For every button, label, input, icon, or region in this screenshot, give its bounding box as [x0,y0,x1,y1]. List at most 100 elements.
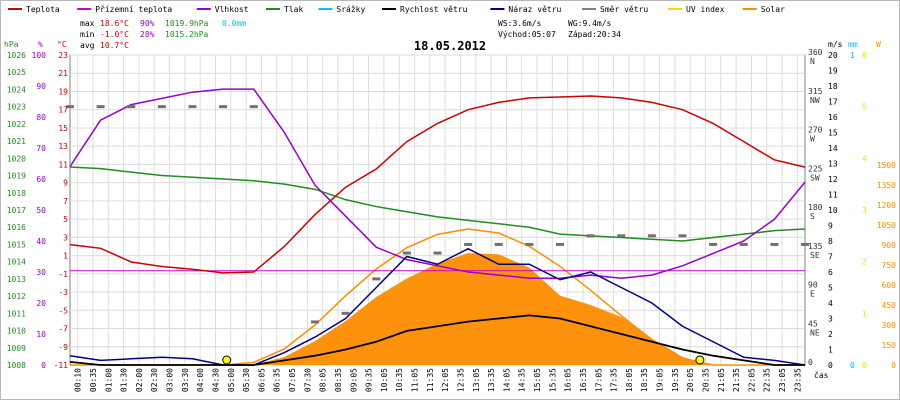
tick-pct-10: 0 [41,361,46,370]
tick-time-9: 04:30 [211,368,220,392]
tick-hpa-10: 1016 [7,223,26,232]
legend: Teplota Přízemní teplota Vlhkost Tlak Srážky… [8,5,785,14]
tick-dir-name-7: NE [810,328,820,337]
axis-w-label: W [876,40,881,49]
tick-temp-10: 3 [63,233,68,242]
tick-temp-14: -5 [58,306,68,315]
tick-ms-4: 16 [828,113,838,122]
tick-hpa-11: 1015 [7,240,26,249]
series-solar-area [70,253,805,365]
tick-time-32: 16:05 [564,368,573,392]
tick-mm-0: 1 [850,51,855,60]
tick-pct-7: 30 [36,268,46,277]
series-group [66,88,809,366]
tick-hpa-7: 1019 [7,172,26,181]
series-smer-mark-22 [739,242,748,246]
series-teplota-line [69,95,806,274]
tick-temp-2: 19 [58,87,68,96]
tick-temp-12: -1 [58,270,68,279]
series-smer-mark-16 [556,242,564,246]
series-smer-mark-9 [341,311,350,315]
series-smer-mark-21 [709,242,718,246]
series-smer-mark-6 [249,105,258,109]
tick-ms-11: 9 [828,222,833,231]
series-smer-mark-19 [647,234,656,238]
tick-pct-2: 80 [36,113,46,122]
tick-ms-3: 17 [828,98,838,107]
series-smer-mark-3 [157,105,166,109]
tick-time-19: 09:35 [365,368,374,392]
tick-hpa-1: 1025 [7,68,26,77]
tick-w-1: 1350 [877,181,896,190]
tick-time-38: 19:05 [656,368,665,392]
tick-time-42: 21:05 [717,368,726,392]
legend-label-1: Přízemní teplota [95,5,172,14]
legend-label-5: Rychlost větru [400,5,468,14]
tick-time-13: 06:35 [273,368,282,392]
right-axes: 360N315NW270W225SW180S135SE90E45NE020191… [808,48,896,370]
tick-w-10: 0 [891,361,896,370]
tick-time-41: 20:35 [701,368,710,392]
tick-time-40: 20:05 [686,368,695,392]
tick-ms-12: 8 [828,237,833,246]
tick-hpa-5: 1021 [7,137,26,146]
tick-time-4: 02:00 [135,368,144,392]
tick-dir-deg-3: 225 [808,164,823,173]
tick-time-36: 18:05 [625,368,634,392]
stat-sunset: Západ:20:34 [568,30,621,39]
series-smer-mark-13 [464,242,473,246]
tick-ms-13: 7 [828,253,833,262]
tick-dir-deg-4: 180 [808,203,823,212]
axis-pct-label: % [38,40,43,49]
tick-ms-9: 11 [828,191,838,200]
legend-label-9: Solar [761,5,785,14]
series-naraz-line [69,247,806,366]
legend-label-6: Náraz větru [508,5,561,14]
tick-hpa-8: 1018 [7,189,26,198]
tick-dir-name-4: S [810,212,815,221]
series-smer-mark-10 [372,277,381,281]
legend-label-4: Srážky [336,5,365,14]
tick-dir-deg-2: 270 [808,126,823,135]
chart-title: 18.05.2012 [414,39,486,53]
tick-time-26: 13:05 [472,368,481,392]
tick-ms-7: 13 [828,160,838,169]
stat-ws: WS:3.6m/s [498,19,542,28]
tick-time-5: 02:30 [150,368,159,392]
tick-time-0: 00:10 [74,368,83,392]
tick-time-23: 11:35 [426,368,435,392]
tick-time-6: 03:00 [166,368,175,392]
series-smer-mark-4 [188,105,197,109]
tick-uv-6: 0 [862,361,867,370]
tick-w-5: 750 [882,261,897,270]
tick-ms-17: 3 [828,315,833,324]
tick-time-47: 23:35 [793,368,802,392]
tick-uv-1: 5 [862,103,867,112]
tick-temp-5: 13 [58,142,68,151]
tick-dir-deg-6: 90 [808,281,818,290]
tick-uv-2: 4 [862,154,867,163]
tick-dir-name-2: W [810,135,815,144]
tick-pct-4: 60 [36,175,46,184]
tick-ms-8: 12 [828,175,838,184]
axis-mm-label: mm [848,40,858,49]
tick-time-14: 07:05 [288,368,297,392]
stats-block: max 18.6°C 90% 1019.9hPa 0.0mm min -1.0°… [80,19,621,50]
tick-time-16: 08:05 [319,368,328,392]
left-axes: 1026102510241023102210211020101910181017… [7,51,68,370]
tick-hpa-16: 1010 [7,327,26,336]
tick-temp-9: 5 [63,215,68,224]
tick-uv-0: 6 [862,51,867,60]
stat-sunrise: Východ:05:07 [498,30,556,39]
tick-time-11: 05:30 [242,368,251,392]
legend-label-8: UV index [686,5,725,14]
tick-ms-1: 19 [828,67,838,76]
tick-pct-3: 70 [36,144,46,153]
tick-w-9: 150 [882,341,897,350]
tick-ms-19: 1 [828,346,833,355]
series-smer-mark-0 [66,105,74,109]
tick-time-8: 04:00 [196,368,205,392]
tick-time-20: 10:05 [380,368,389,392]
stat-min-press: 1015.2hPa [165,30,209,39]
